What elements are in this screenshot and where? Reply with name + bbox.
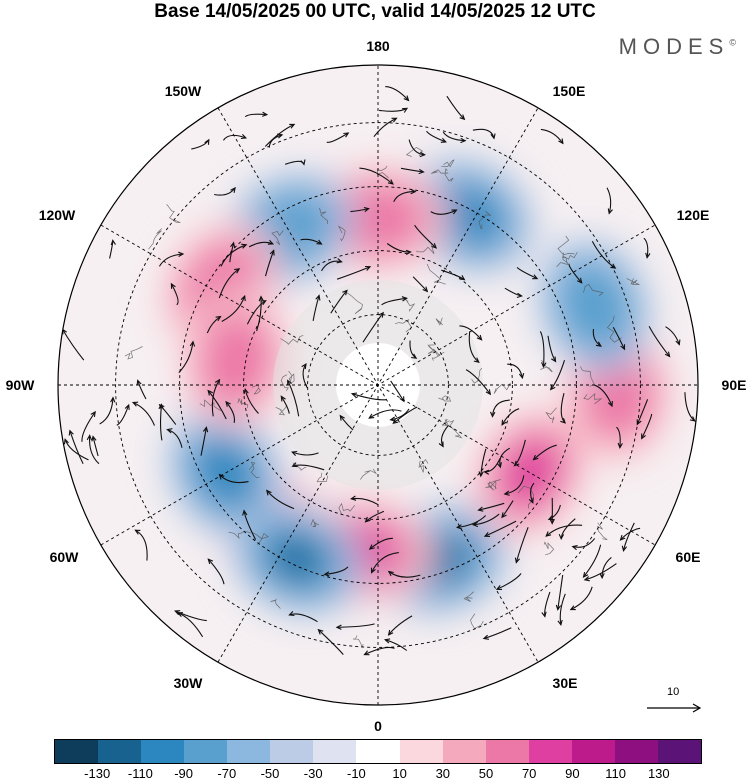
colorbar-tick-label: -10 (347, 766, 366, 781)
colorbar-swatch (98, 740, 141, 763)
lon-label-120w: 120W (39, 207, 76, 223)
colorbar-swatch (313, 740, 356, 763)
colorbar-tick-label: 110 (605, 766, 626, 781)
colorbar-tick-label: 70 (522, 766, 536, 781)
colorbar-tick-label: -90 (174, 766, 193, 781)
colorbar-ticks: -130 -110 -90 -70 -50 -30 -10 10 30 50 70 90 110 130 (0, 766, 750, 784)
lon-label-120e: 120E (677, 207, 710, 223)
colorbar-tick-label: 50 (479, 766, 493, 781)
lon-label-30e: 30E (553, 675, 578, 691)
colorbar-swatch (658, 740, 701, 763)
colorbar-tick-label: 130 (648, 766, 670, 781)
reference-vector-label: 10 (667, 686, 679, 698)
colorbar-tick-label: -50 (261, 766, 280, 781)
colorbar-swatch (572, 740, 615, 763)
lon-label-60w: 60W (50, 549, 80, 565)
colorbar-swatch (615, 740, 658, 763)
colorbar-swatch (486, 740, 529, 763)
colorbar-swatch (356, 740, 399, 763)
lon-label-90w: 90W (6, 377, 36, 393)
lon-label-150w: 150W (165, 83, 202, 99)
colorbar-swatch (141, 740, 184, 763)
colorbar-tick-label: -70 (217, 766, 236, 781)
colorbar-swatch (443, 740, 486, 763)
lon-label-180: 180 (366, 38, 390, 54)
colorbar-tick-label: 10 (392, 766, 406, 781)
colorbar-swatch (227, 740, 270, 763)
colorbar (54, 739, 702, 764)
colorbar-swatch (184, 740, 227, 763)
lon-label-30w: 30W (174, 675, 204, 691)
reference-arrow-icon (645, 698, 705, 722)
colorbar-tick-label: 30 (436, 766, 450, 781)
lon-label-150e: 150E (553, 83, 586, 99)
colorbar-tick-label: -110 (128, 766, 153, 781)
colorbar-tick-label: -130 (84, 766, 110, 781)
colorbar-swatch (55, 740, 98, 763)
lon-label-90e: 90E (722, 377, 747, 393)
lon-label-60e: 60E (676, 549, 701, 565)
lon-label-0: 0 (374, 718, 382, 734)
colorbar-swatch (400, 740, 443, 763)
colorbar-swatch (270, 740, 313, 763)
colorbar-swatch (529, 740, 572, 763)
colorbar-tick-label: 90 (565, 766, 579, 781)
colorbar-tick-label: -30 (304, 766, 323, 781)
